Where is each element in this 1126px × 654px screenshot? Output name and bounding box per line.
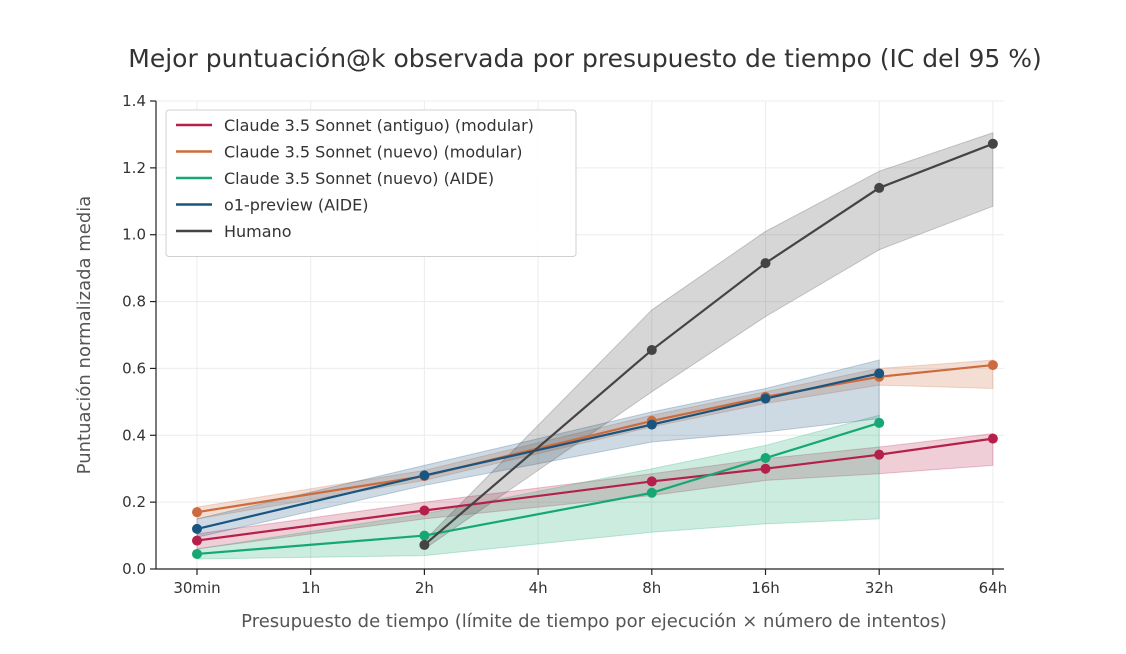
x-tick-label: 2h	[415, 579, 434, 597]
y-axis-label: Puntuación normalizada media	[74, 196, 95, 475]
legend-box	[165, 109, 577, 257]
series-points	[192, 138, 998, 559]
data-point	[760, 453, 771, 464]
y-tick-label: 1.4	[122, 92, 146, 110]
axes	[155, 101, 1004, 570]
legend-entry: Claude 3.5 Sonnet (nuevo) (AIDE)	[224, 169, 494, 188]
data-point	[192, 507, 202, 518]
data-point	[419, 505, 430, 516]
data-point	[987, 138, 998, 149]
x-tick-label: 8h	[642, 579, 661, 597]
legend-entry: Claude 3.5 Sonnet (nuevo) (modular)	[224, 143, 523, 162]
y-tick-label: 0.4	[122, 426, 146, 444]
data-point	[987, 360, 998, 371]
x-axis-label: Presupuesto de tiempo (límite de tiempo …	[241, 611, 947, 632]
x-axis-ticks: 30min 1h 2h 4h 8h 16h 32h 64h	[173, 569, 1007, 597]
x-tick-label: 30min	[173, 579, 220, 597]
x-tick-label: 64h	[979, 579, 1008, 597]
y-tick-label: 1.2	[122, 159, 146, 177]
x-tick-label: 4h	[529, 579, 548, 597]
series-line	[196, 363, 994, 514]
x-tick-label: 32h	[865, 579, 894, 597]
data-point	[646, 487, 657, 498]
y-tick-label: 0.0	[122, 560, 146, 578]
data-point	[646, 345, 657, 356]
data-point	[419, 470, 430, 481]
data-point	[646, 476, 657, 487]
data-point	[874, 417, 885, 428]
data-point	[874, 368, 885, 379]
data-point	[987, 433, 998, 444]
legend: Claude 3.5 Sonnet (antiguo) (modular) Cla…	[165, 109, 577, 257]
y-tick-label: 0.6	[122, 359, 146, 377]
confidence-band	[196, 433, 994, 550]
confidence-band	[423, 132, 994, 550]
grid	[156, 100, 1004, 570]
y-tick-label: 0.2	[122, 493, 146, 511]
data-point	[874, 182, 885, 193]
data-point	[760, 258, 771, 269]
data-point	[419, 539, 430, 550]
data-point	[646, 419, 657, 430]
legend-entry: Claude 3.5 Sonnet (antiguo) (modular)	[224, 116, 534, 135]
x-tick-label: 16h	[751, 579, 780, 597]
data-point	[192, 535, 202, 546]
confidence-band	[196, 414, 880, 560]
data-point	[760, 463, 771, 474]
legend-entry: Humano	[224, 222, 292, 241]
data-point	[874, 449, 885, 460]
chart-title: Mejor puntuación@k observada por presupu…	[128, 44, 1041, 73]
data-point	[192, 523, 202, 534]
y-tick-label: 1.0	[122, 226, 146, 244]
y-axis-ticks: 0.0 0.2 0.4 0.6 0.8 1.0 1.2 1.4	[122, 92, 156, 578]
y-tick-label: 0.8	[122, 293, 146, 311]
legend-entry: o1-preview (AIDE)	[224, 196, 368, 215]
data-point	[419, 530, 430, 541]
data-point	[760, 393, 771, 404]
x-tick-label: 1h	[301, 579, 320, 597]
data-point	[192, 548, 202, 559]
